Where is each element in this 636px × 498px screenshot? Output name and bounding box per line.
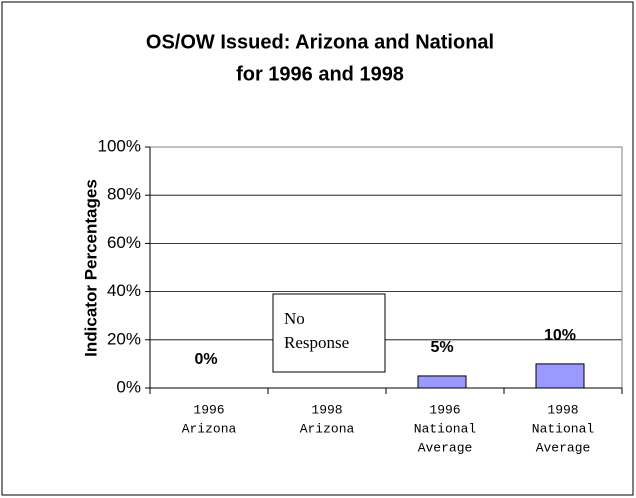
x-tick-label: 1998: [311, 402, 342, 417]
data-label: 0%: [194, 351, 217, 368]
x-tick-label: Average: [418, 440, 473, 455]
x-tick-label: National: [414, 421, 477, 436]
x-tick-label: Average: [536, 440, 591, 455]
y-tick-label: 20%: [107, 329, 141, 348]
y-tick-label: 100%: [98, 136, 141, 155]
data-label: 10%: [544, 327, 576, 344]
annotation-box: [272, 293, 386, 373]
x-tick-label: 1998: [547, 402, 578, 417]
chart-title: OS/OW Issued: Arizona and National: [146, 31, 494, 53]
y-axis-label: Indicator Percentages: [81, 179, 100, 357]
x-tick-label: National: [532, 421, 595, 436]
x-tick-label: 1996: [193, 402, 224, 417]
bar: [417, 375, 467, 389]
bar: [535, 363, 585, 389]
y-tick-label: 80%: [107, 185, 141, 204]
x-tick-label: Arizona: [300, 421, 355, 436]
data-label: 5%: [430, 339, 453, 356]
x-tick-label: Arizona: [182, 421, 237, 436]
y-tick-label: 40%: [107, 281, 141, 300]
y-tick-label: 60%: [107, 233, 141, 252]
annotation: No: [284, 309, 305, 328]
annotation: Response: [284, 333, 349, 352]
y-tick-label: 0%: [116, 377, 141, 396]
x-tick-label: 1996: [429, 402, 460, 417]
chart-title: for 1996 and 1998: [236, 63, 404, 85]
